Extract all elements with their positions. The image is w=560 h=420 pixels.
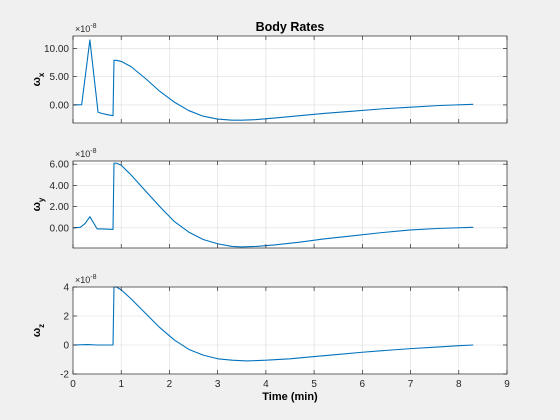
- y-tick-label: 0.00: [50, 100, 70, 111]
- x-tick-label: 4: [263, 379, 269, 390]
- x-tick-label: 7: [408, 379, 414, 390]
- figure-title: Body Rates: [256, 20, 325, 34]
- series-line-1: [72, 39, 474, 121]
- y-tick-label: 5.00: [50, 72, 70, 83]
- y-tick-label: -2: [60, 370, 69, 381]
- y-tick-label: 0.00: [50, 223, 70, 234]
- x-tick-label: 2: [167, 379, 173, 390]
- y-tick-label: 6.00: [50, 160, 70, 171]
- y-axis-label: ωz: [31, 324, 46, 337]
- y-axis-label: ωx: [31, 72, 46, 86]
- y-exponent-label: ×10-8: [75, 148, 97, 159]
- x-tick-label: 3: [215, 379, 221, 390]
- axes-panel-1: 0.00 5.00 10.00 ×10-8 ωx: [31, 23, 508, 124]
- y-tick-label: 10.00: [44, 44, 69, 55]
- axes-background: [73, 287, 507, 374]
- axes-frame: [72, 35, 508, 124]
- y-tick-label: 4: [63, 283, 69, 294]
- y-tick-label: 2: [63, 312, 69, 323]
- axes-background: [73, 161, 507, 248]
- series-line-1: [72, 162, 474, 248]
- x-tick-label: 0: [70, 379, 76, 390]
- axes-background: [73, 36, 507, 123]
- axes-frame: [72, 160, 508, 249]
- y-axis-label: ωy: [31, 197, 46, 211]
- x-tick-label: 1: [118, 379, 124, 390]
- x-axis-label: Time (min): [262, 391, 318, 403]
- x-tick-label: 9: [504, 379, 510, 390]
- x-tick-label: 6: [360, 379, 366, 390]
- y-exponent-label: ×10-8: [75, 274, 97, 285]
- axes-frame: [72, 286, 508, 375]
- y-tick-label: 2.00: [50, 202, 70, 213]
- y-tick-label: 0: [63, 341, 69, 352]
- y-exponent-label: ×10-8: [75, 23, 97, 34]
- y-tick-label: 4.00: [50, 181, 70, 192]
- axes-panel-2: 0.00 2.00 4.00 6.00 ×10-8 ωy: [31, 148, 508, 249]
- x-tick-label: 5: [311, 379, 317, 390]
- x-tick-label: 8: [456, 379, 462, 390]
